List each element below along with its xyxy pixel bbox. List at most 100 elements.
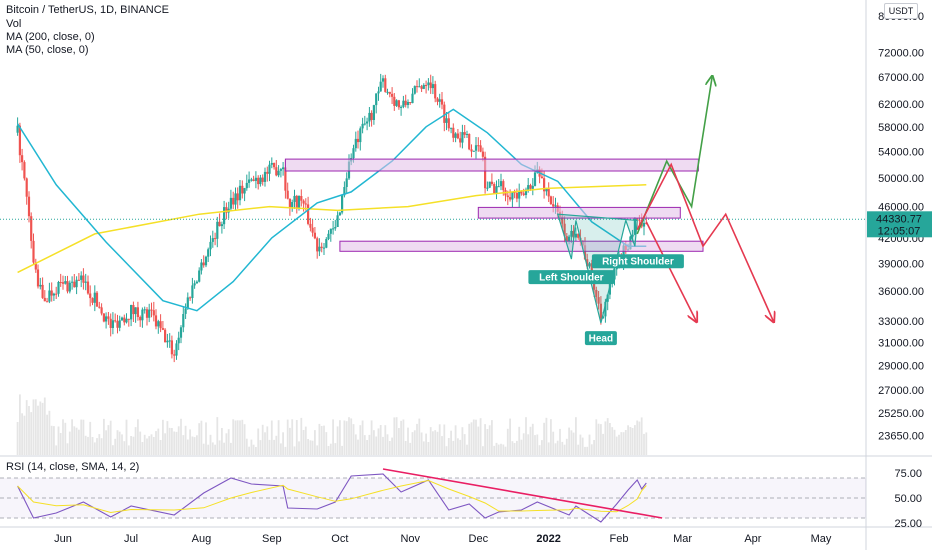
candle-body <box>98 306 101 308</box>
candle-body <box>590 263 593 273</box>
volume-bar <box>445 446 448 455</box>
candle-body <box>356 138 360 143</box>
volume-bar <box>459 439 462 455</box>
volume-bar <box>475 419 477 455</box>
volume-bar <box>384 425 387 455</box>
volume-bar <box>218 440 221 455</box>
volume-bar <box>534 435 536 455</box>
volume-bar <box>139 431 142 455</box>
volume-bar <box>363 435 366 455</box>
candle-body <box>490 181 493 184</box>
volume-bar <box>307 439 309 455</box>
candle-body <box>447 118 450 129</box>
candle-body <box>64 281 67 284</box>
volume-bar <box>180 418 182 455</box>
volume-bar <box>48 410 51 455</box>
volume-bar <box>200 420 203 455</box>
candle-body <box>354 138 357 149</box>
price-tick-label: 36000.00 <box>878 286 924 298</box>
volume-bar <box>504 446 507 455</box>
currency-button[interactable]: USDT <box>884 3 918 19</box>
candle-body <box>141 309 144 321</box>
volume-bar <box>141 442 144 455</box>
volume-bar <box>375 436 378 455</box>
volume-bar <box>550 419 552 455</box>
candle-body <box>465 134 469 135</box>
candle-body <box>438 99 441 102</box>
volume-bar <box>398 428 400 455</box>
candle-body <box>186 297 189 309</box>
candle-body <box>384 78 387 92</box>
candle-body <box>486 187 489 189</box>
volume-bar <box>280 443 282 455</box>
candle-body <box>182 314 185 328</box>
candle-body <box>495 186 498 194</box>
candle-body <box>130 305 133 320</box>
volume-bar <box>96 438 98 455</box>
candle-body <box>470 149 473 152</box>
volume-bar <box>291 419 294 455</box>
candle-body <box>411 93 414 104</box>
volume-bar <box>284 446 287 455</box>
candle-body <box>463 132 466 135</box>
volume-bar <box>366 440 368 455</box>
candle-body <box>552 204 555 207</box>
candle-body <box>341 195 344 213</box>
volume-bar <box>325 432 328 455</box>
candle-body <box>220 224 223 227</box>
candle-body <box>216 221 219 239</box>
volume-bar <box>586 446 589 455</box>
candle-body <box>502 181 505 191</box>
volume-bar <box>513 443 516 455</box>
volume-bar <box>495 442 498 455</box>
candle-body <box>484 156 487 189</box>
candle-body <box>545 188 548 192</box>
candle-body <box>284 167 287 191</box>
volume-bar <box>511 441 514 455</box>
candle-body <box>497 186 500 188</box>
candle-body <box>311 227 314 233</box>
resistance-zone-1 <box>284 158 699 172</box>
candle-body <box>34 262 37 270</box>
candle-body <box>102 313 105 322</box>
candle-body <box>36 269 40 287</box>
resistance-zone-2 <box>477 206 681 219</box>
volume-bar <box>339 420 341 455</box>
candle-body <box>107 316 110 319</box>
volume-bar <box>103 418 105 455</box>
candle-body <box>583 245 587 260</box>
candle-body <box>586 259 589 267</box>
candle-body <box>105 316 108 322</box>
volume-bar <box>30 412 33 455</box>
volume-bar <box>275 435 278 455</box>
rsi-trendline <box>382 468 663 519</box>
volume-bar <box>184 425 187 455</box>
candle-body <box>524 189 528 195</box>
candle-body <box>189 297 192 299</box>
volume-bar <box>545 417 548 455</box>
volume-bar <box>409 442 412 455</box>
volume-bar <box>252 444 255 455</box>
candle-body <box>511 191 514 200</box>
candle-body <box>32 240 35 263</box>
candle-body <box>198 270 201 282</box>
candle-body <box>436 98 439 102</box>
candle-body <box>166 340 169 343</box>
candle-body <box>597 297 600 304</box>
candle-body <box>261 177 264 182</box>
volume-bar <box>425 433 427 455</box>
volume-bar <box>257 428 260 455</box>
candle-body <box>454 133 457 138</box>
volume-bar <box>638 421 641 455</box>
volume-bar <box>148 436 151 455</box>
candle-body <box>334 227 337 229</box>
candle-body <box>148 309 151 318</box>
volume-bar <box>572 432 575 455</box>
candle-body <box>109 318 112 328</box>
volume-bar <box>189 429 191 455</box>
volume-bar <box>175 431 178 455</box>
candle-body <box>638 219 641 221</box>
candle-body <box>391 93 394 97</box>
candle-body <box>499 181 503 187</box>
